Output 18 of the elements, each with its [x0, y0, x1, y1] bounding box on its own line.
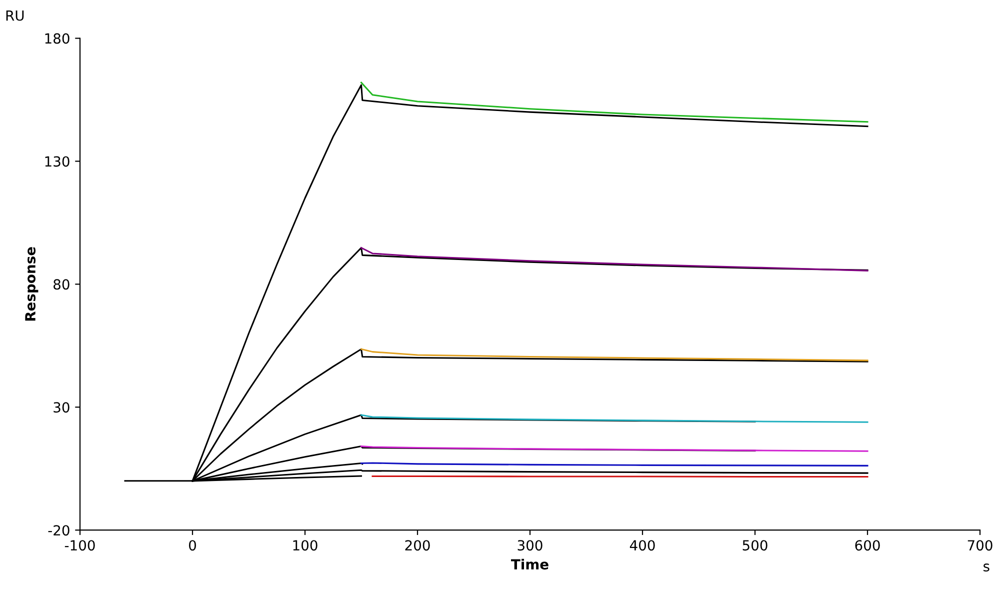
y-tick-label: -20 — [48, 525, 70, 536]
text: s — [984, 564, 990, 572]
y-tick-label: 130 — [45, 156, 70, 167]
x-tick-label: 300 — [518, 540, 542, 551]
x-tick-label: 700 — [968, 540, 992, 551]
y-tick-label: 30 — [54, 402, 70, 413]
x-tick-label: 400 — [630, 540, 655, 551]
y-axis-title: Response — [25, 247, 38, 321]
x-tick-label: 100 — [293, 540, 318, 551]
x-tick-label: 500 — [742, 540, 768, 551]
x-axis-title: Time — [511, 558, 548, 570]
y-tick-label: 80 — [54, 279, 70, 290]
x-tick-label: 200 — [405, 540, 430, 551]
y-tick-label: 180 — [45, 33, 70, 44]
x-tick-label: 600 — [855, 540, 880, 551]
x-tick-label: 0 — [188, 540, 196, 551]
x-tick-label: -100 — [64, 540, 95, 551]
text: RU — [6, 10, 24, 21]
